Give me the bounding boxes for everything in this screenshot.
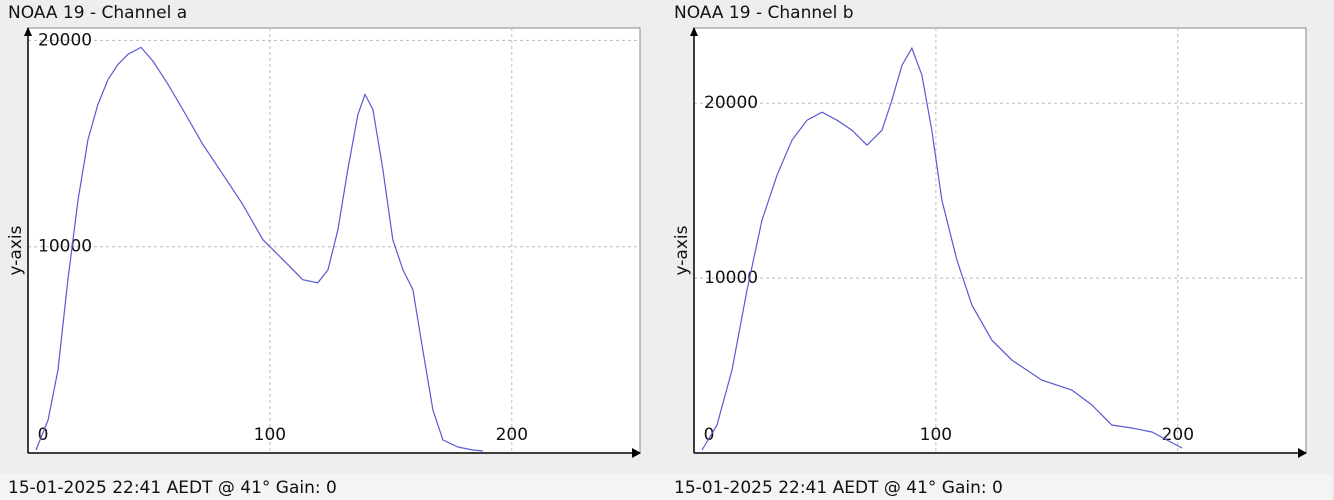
y-axis-arrow xyxy=(690,27,698,36)
x-tick-label: 0 xyxy=(38,425,49,445)
y-tick-label: 10000 xyxy=(704,268,758,288)
x-tick-label: 0 xyxy=(704,425,715,445)
x-tick-label: 200 xyxy=(1162,425,1194,445)
plot-area xyxy=(27,27,641,454)
y-axis-label: y-axis xyxy=(672,225,692,275)
y-axis-arrow xyxy=(24,27,32,36)
x-tick-label: 100 xyxy=(254,425,286,445)
data-line xyxy=(701,46,1183,451)
plot-area xyxy=(693,27,1307,454)
chart-panel: NOAA 19 - Channel a y-axis 10000 20000 0 100 2… xyxy=(0,3,666,500)
y-tick-label: 20000 xyxy=(38,30,92,50)
status-text: 15-01-2025 22:41 AEDT @ 41° Gain: 0 xyxy=(674,478,1003,498)
x-tick-label: 200 xyxy=(496,425,528,445)
data-line xyxy=(35,46,483,452)
chart-title: NOAA 19 - Channel a xyxy=(8,3,187,23)
x-tick-label: 100 xyxy=(920,425,952,445)
x-axis-arrow xyxy=(1298,448,1307,458)
chart-title: NOAA 19 - Channel b xyxy=(674,3,854,23)
chart-panel: NOAA 19 - Channel b y-axis 10000 20000 0 100 2… xyxy=(666,3,1332,500)
status-bar xyxy=(666,474,1332,500)
status-text: 15-01-2025 22:41 AEDT @ 41° Gain: 0 xyxy=(8,478,337,498)
x-axis-arrow xyxy=(632,448,641,458)
y-tick-label: 20000 xyxy=(704,93,758,113)
y-tick-label: 10000 xyxy=(38,237,92,257)
y-axis-label: y-axis xyxy=(6,225,26,275)
status-bar xyxy=(0,474,666,500)
